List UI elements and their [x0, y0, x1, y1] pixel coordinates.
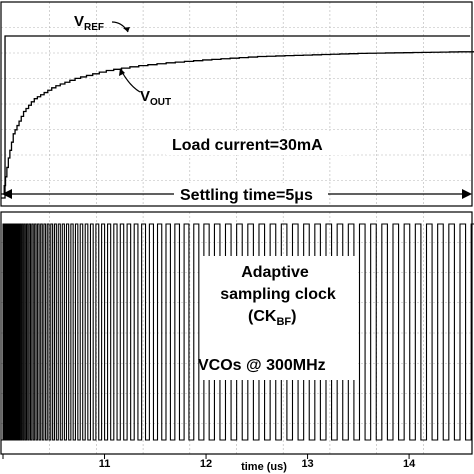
x-tick-label: 13 — [301, 458, 313, 470]
settling-time-label: Settling time=5μs — [180, 187, 313, 204]
vout-series-line — [1, 51, 474, 195]
vref-series-line — [1, 35, 470, 199]
x-tick-label: 14 — [403, 458, 416, 470]
x-axis-ticks: 11 12 13 14 — [2, 454, 416, 470]
clock-label-line2: sampling clock — [220, 286, 336, 303]
load-current-label: Load current=30mA — [172, 137, 323, 154]
x-tick-label: 12 — [200, 458, 212, 470]
vref-arrowhead — [123, 27, 130, 32]
clock-label-line1: Adaptive — [241, 264, 309, 281]
vout-pointer-arrow — [121, 71, 141, 93]
settling-arrow-left-head — [2, 189, 12, 199]
load-label-background — [166, 131, 352, 155]
clock-series-line — [1, 223, 474, 441]
bottom-panel-frame — [0, 211, 473, 455]
top-panel-grid — [1, 2, 472, 206]
vref-label: VREF — [74, 13, 104, 33]
settling-arrow-right-head — [462, 189, 472, 199]
x-axis-label: time (us) — [241, 461, 287, 473]
x-tick-label: 11 — [99, 458, 111, 470]
top-panel-frame — [0, 1, 473, 207]
vco-label: VCOs @ 300MHz — [198, 357, 326, 374]
vout-arrowhead — [119, 68, 125, 76]
settling-label-background — [174, 183, 328, 205]
clock-label-background — [200, 256, 358, 380]
vref-pointer-arrow — [111, 21, 129, 33]
clock-label-line3: (CKBF) — [248, 308, 296, 328]
vout-label: VOUT — [140, 88, 171, 108]
